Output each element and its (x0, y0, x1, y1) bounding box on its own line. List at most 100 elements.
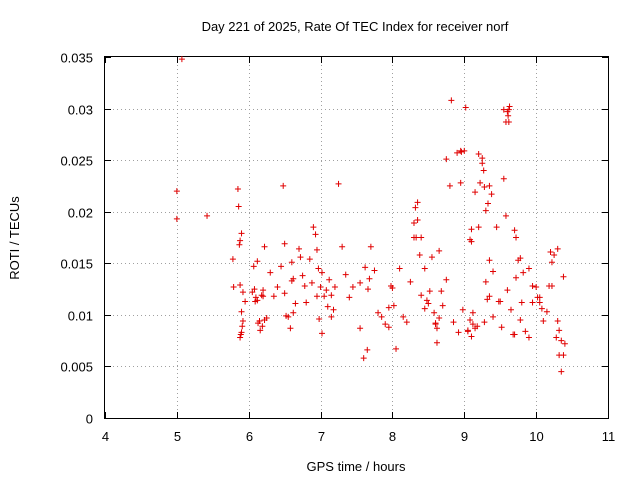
data-point (540, 318, 547, 325)
y-axis-label: ROTI / TECUs (7, 196, 22, 280)
data-point (490, 268, 497, 275)
data-point (477, 179, 484, 186)
data-points (173, 56, 568, 375)
data-point (278, 263, 285, 270)
data-point (484, 200, 491, 207)
data-point (317, 284, 324, 291)
data-point (319, 269, 326, 276)
data-point (230, 284, 237, 291)
y-tick-label: 0.035 (60, 51, 93, 66)
data-point (261, 243, 268, 250)
data-point (506, 103, 513, 110)
data-point (367, 243, 374, 250)
data-point (297, 254, 304, 261)
data-point (529, 282, 536, 289)
data-point (522, 328, 529, 335)
data-point (548, 259, 555, 266)
data-point (538, 305, 545, 312)
data-point (475, 224, 482, 231)
data-point (412, 204, 419, 211)
data-point (486, 293, 493, 300)
data-point (558, 368, 565, 375)
data-point (385, 304, 392, 311)
data-point (421, 305, 428, 312)
data-point (288, 259, 295, 266)
data-point (554, 245, 561, 252)
data-point (443, 276, 450, 283)
data-point (328, 313, 335, 320)
data-point (513, 234, 520, 241)
data-point (178, 56, 185, 63)
data-point (560, 273, 567, 280)
data-point (547, 248, 554, 255)
data-point (328, 292, 335, 299)
data-point (357, 279, 364, 286)
data-point (520, 269, 527, 276)
data-point (270, 293, 277, 300)
data-point (502, 212, 509, 219)
data-point (558, 337, 565, 344)
data-point (260, 287, 267, 294)
data-point (387, 282, 394, 289)
data-point (251, 286, 258, 293)
data-point (237, 334, 244, 341)
data-point (382, 321, 389, 328)
data-point (173, 215, 180, 222)
data-point (482, 207, 489, 214)
data-point (393, 345, 400, 352)
data-point (454, 149, 461, 156)
data-point (482, 278, 489, 285)
data-point (462, 104, 469, 111)
y-tick-label: 0.01 (68, 309, 93, 324)
data-point (250, 263, 257, 270)
data-point (525, 334, 532, 341)
data-point (357, 325, 364, 332)
data-point (534, 294, 541, 301)
data-point (280, 182, 287, 189)
data-point (313, 293, 320, 300)
data-point (303, 299, 310, 306)
data-point (560, 352, 567, 359)
data-point (237, 237, 244, 244)
data-point (423, 297, 430, 304)
data-point (301, 282, 308, 289)
x-tick-label: 8 (389, 429, 396, 444)
x-tick-label: 4 (102, 429, 109, 444)
data-point (426, 288, 433, 295)
data-point (292, 300, 299, 307)
data-point (258, 292, 265, 299)
x-tick-label: 9 (461, 429, 468, 444)
x-axis-label: GPS time / hours (307, 459, 406, 474)
y-tick-label: 0.005 (60, 360, 93, 375)
data-point (448, 97, 455, 104)
data-point (378, 313, 385, 320)
data-point (418, 292, 425, 299)
data-point (436, 247, 443, 254)
data-point (326, 276, 333, 283)
data-point (312, 231, 319, 238)
data-point (428, 254, 435, 261)
data-point (360, 355, 367, 362)
data-point (475, 150, 482, 157)
y-tick-label: 0.025 (60, 154, 93, 169)
y-tick-label: 0.02 (68, 206, 93, 221)
data-point (371, 267, 378, 274)
data-point (421, 265, 428, 272)
data-point (252, 294, 259, 301)
data-point (446, 182, 453, 189)
data-point (450, 319, 457, 326)
data-point (366, 275, 373, 282)
data-point (324, 303, 331, 310)
data-point (254, 297, 261, 304)
data-point (507, 306, 514, 313)
data-point (533, 284, 540, 291)
data-point (400, 313, 407, 320)
x-tick-label: 5 (174, 429, 181, 444)
data-point (319, 330, 326, 337)
data-point (493, 224, 500, 231)
data-point (480, 167, 487, 174)
data-point (484, 296, 491, 303)
data-point (561, 340, 568, 347)
grid-lines (105, 57, 608, 418)
x-tick-label: 7 (318, 429, 325, 444)
